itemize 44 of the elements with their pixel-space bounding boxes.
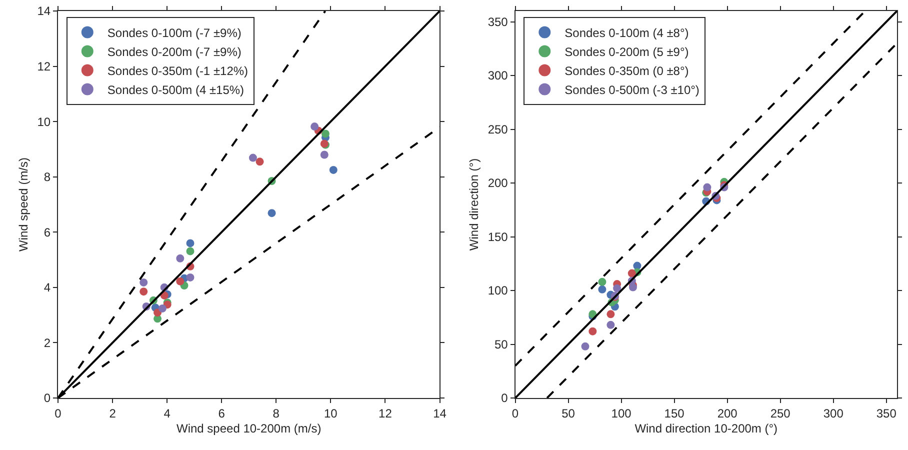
y-tick-label: 0 [44,391,51,406]
y-axis-title: Wind speed (m/s) [16,157,31,252]
y-tick-label: 12 [37,59,51,74]
x-tick-label: 100 [611,406,632,420]
y-tick-label: 2 [44,336,51,350]
x-axis-title: Wind direction 10-200m (°) [634,421,778,436]
x-axis-title: Wind speed 10-200m (m/s) [176,421,322,436]
legend-label: Sondes 0-500m (-3 ±10°) [564,82,700,97]
y-tick-label: 6 [44,225,51,240]
x-tick-label: 300 [823,406,844,420]
y-tick-label: 0 [501,391,508,406]
x-tick-label: 250 [770,406,791,420]
y-axis-title: Wind direction (°) [467,158,482,251]
y-tick-label: 200 [488,176,508,190]
y-tick-label: 50 [494,337,508,352]
x-tick-label: 350 [876,406,897,420]
y-tick-label: 300 [488,68,508,83]
x-tick-label: 4 [164,406,171,420]
x-tick-label: 12 [378,406,392,420]
legend-label: Sondes 0-100m (-7 ±9%) [107,26,242,40]
x-tick-label: 0 [54,406,62,420]
legend-label: Sondes 0-200m (5 ±9°) [564,44,689,59]
x-tick-label: 14 [433,406,447,420]
legend-label: Sondes 0-100m (4 ±8°) [564,26,689,40]
y-tick-label: 350 [488,14,508,29]
x-tick-label: 0 [512,406,519,420]
y-tick-label: 150 [488,230,508,244]
legend-label: Sondes 0-500m (4 ±15%) [107,82,244,97]
y-tick-label: 4 [44,280,51,295]
y-tick-label: 100 [488,284,508,298]
x-tick-label: 50 [562,406,576,420]
y-tick-label: 8 [44,170,51,184]
x-tick-label: 8 [272,406,280,420]
legend-label: Sondes 0-350m (-1 ±12%) [107,64,248,78]
x-tick-label: 150 [664,406,685,420]
y-tick-label: 10 [37,114,51,129]
x-tick-label: 2 [109,406,116,420]
x-tick-label: 200 [717,406,738,420]
legend-label: Sondes 0-350m (0 ±8°) [564,64,689,78]
x-tick-label: 10 [324,406,338,420]
legend-label: Sondes 0-200m (-7 ±9%) [107,44,242,59]
x-tick-label: 6 [218,406,226,420]
y-tick-label: 14 [37,4,51,18]
y-tick-label: 250 [488,122,508,136]
